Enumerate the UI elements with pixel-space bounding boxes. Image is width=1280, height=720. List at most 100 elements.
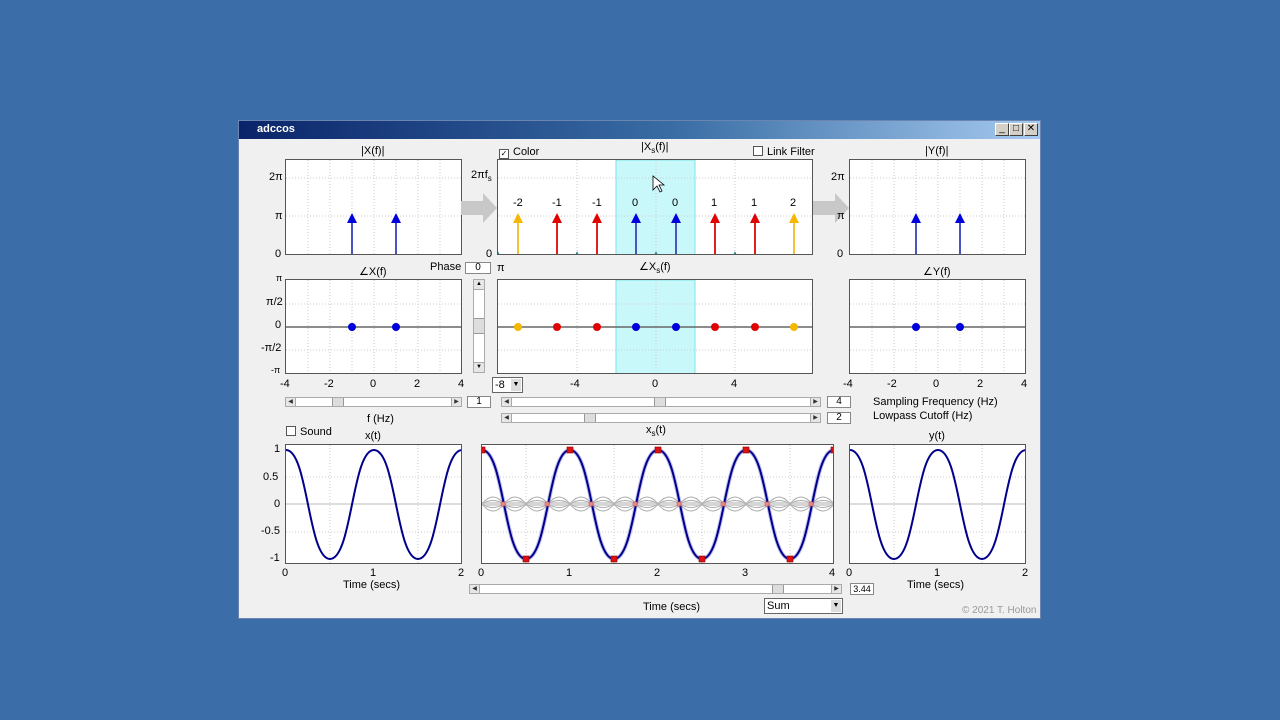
Y-mag-stems: [850, 160, 1025, 254]
y-time-plot[interactable]: [849, 444, 1026, 564]
app-window: adccos _ □ ✕ |X(f)| 2π π 0 ✓ Color |Xs(f)…: [238, 120, 1041, 619]
scroll-up-icon[interactable]: ▲: [474, 280, 484, 290]
xtick: 1: [934, 567, 941, 579]
title-bar[interactable]: adccos _ □ ✕: [239, 121, 1040, 139]
chevron-down-icon[interactable]: ▼: [831, 600, 841, 612]
slider-thumb[interactable]: [654, 398, 666, 406]
ylabel-2pifs: 2πfs: [471, 169, 492, 184]
frequency-label: f (Hz): [367, 413, 394, 425]
sampling-frequency-input[interactable]: 4: [827, 396, 851, 408]
ytick: 2π: [269, 171, 283, 183]
close-button[interactable]: ✕: [1024, 123, 1038, 136]
xtick: 0: [370, 378, 377, 390]
xtick: -4: [280, 378, 290, 390]
stem-label: 1: [751, 197, 758, 209]
xtick: 0: [652, 378, 659, 390]
xtick: 2: [1022, 567, 1029, 579]
Y-mag-title: |Y(f)|: [925, 145, 949, 157]
ytick: 0: [837, 248, 844, 260]
Xs-phase-plot[interactable]: [497, 279, 813, 374]
ytick: π: [275, 210, 283, 222]
checkbox-box: [286, 426, 296, 436]
time-cursor-slider[interactable]: ◀ ▶: [469, 584, 842, 594]
check-icon: ✓: [499, 149, 509, 159]
lowpass-cutoff-slider[interactable]: ◀ ▶: [501, 413, 821, 423]
link-filter-checkbox[interactable]: Link Filter: [753, 146, 815, 158]
maximize-button[interactable]: □: [1009, 123, 1023, 136]
arrow-right-icon[interactable]: ▶: [810, 398, 820, 406]
slider-thumb[interactable]: [584, 414, 596, 422]
X-mag-title: |X(f)|: [361, 145, 385, 157]
y-time-xlabel: Time (secs): [907, 579, 965, 591]
arrow-right-icon[interactable]: ▶: [810, 414, 820, 422]
Xs-mag-plot[interactable]: [497, 159, 813, 255]
xtick: 2: [414, 378, 421, 390]
stem-label: -1: [552, 197, 562, 209]
ytick: 0: [275, 248, 282, 260]
xtick: 2: [458, 567, 465, 579]
xtick: 2: [654, 567, 661, 579]
range-select-value: -8: [495, 379, 505, 391]
arrow-left-icon[interactable]: ◀: [502, 398, 512, 406]
phase-input[interactable]: 0: [465, 262, 491, 274]
Y-phase-dots: [850, 280, 1025, 373]
xtick: 0: [846, 567, 853, 579]
y-time-wave: [850, 445, 1025, 563]
xtick: 0: [478, 567, 485, 579]
arrow-left-icon[interactable]: ◀: [286, 398, 296, 406]
Y-mag-plot[interactable]: [849, 159, 1026, 255]
sound-checkbox[interactable]: Sound: [286, 426, 332, 438]
ytick: 1: [274, 443, 281, 455]
xtick: -4: [570, 378, 580, 390]
y-time-title: y(t): [929, 430, 945, 442]
arrow-right-icon[interactable]: ▶: [831, 585, 841, 593]
scroll-down-icon[interactable]: ▼: [474, 362, 484, 372]
sampling-frequency-label: Sampling Frequency (Hz): [873, 396, 998, 408]
ytick: 0: [486, 248, 493, 260]
slider-thumb[interactable]: [474, 318, 484, 334]
X-phase-plot[interactable]: [285, 279, 462, 374]
link-filter-label: Link Filter: [767, 146, 815, 158]
xs-time-title: xs(t): [646, 424, 666, 439]
X-mag-plot[interactable]: [285, 159, 462, 255]
window-title: adccos: [257, 123, 295, 135]
slider-thumb[interactable]: [332, 398, 344, 406]
chevron-down-icon[interactable]: ▼: [511, 379, 521, 391]
checkbox-box: [753, 146, 763, 156]
x-time-plot[interactable]: [285, 444, 462, 564]
ytick: -π: [271, 365, 281, 375]
ytick: 0.5: [263, 471, 279, 483]
stem-label: 0: [672, 197, 679, 209]
arrow-right-icon: [813, 193, 849, 223]
arrow-right-icon[interactable]: ▶: [451, 398, 461, 406]
minimize-button[interactable]: _: [995, 123, 1009, 136]
slider-thumb[interactable]: [772, 585, 784, 593]
ytick: -π/2: [261, 342, 282, 354]
time-cursor-input[interactable]: 3.44: [850, 583, 874, 595]
mouse-cursor-icon: [652, 175, 666, 193]
ytick: 0: [274, 498, 281, 510]
x-time-wave: [286, 445, 461, 563]
frequency-slider[interactable]: ◀ ▶: [285, 397, 462, 407]
mode-select[interactable]: Sum ▼: [764, 598, 843, 614]
xtick: 3: [742, 567, 749, 579]
arrow-left-icon[interactable]: ◀: [502, 414, 512, 422]
color-checkbox[interactable]: ✓ Color: [499, 146, 539, 159]
xtick: 0: [282, 567, 289, 579]
phase-slider[interactable]: ▲ ▼: [473, 279, 485, 373]
ytick: π/2: [266, 296, 283, 308]
xs-time-wave: [482, 445, 833, 563]
lowpass-cutoff-input[interactable]: 2: [827, 412, 851, 424]
arrow-left-icon[interactable]: ◀: [470, 585, 480, 593]
range-select[interactable]: -8 ▼: [492, 377, 523, 393]
stem-label: 0: [632, 197, 639, 209]
xtick: -2: [887, 378, 897, 390]
frequency-input[interactable]: 1: [467, 396, 491, 408]
ytick: π: [276, 273, 283, 283]
Y-phase-plot[interactable]: [849, 279, 1026, 374]
xs-time-plot[interactable]: [481, 444, 834, 564]
stem-label: -2: [513, 197, 523, 209]
xtick: 4: [731, 378, 738, 390]
sampling-frequency-slider[interactable]: ◀ ▶: [501, 397, 821, 407]
Xs-phase-dots: [498, 280, 812, 373]
